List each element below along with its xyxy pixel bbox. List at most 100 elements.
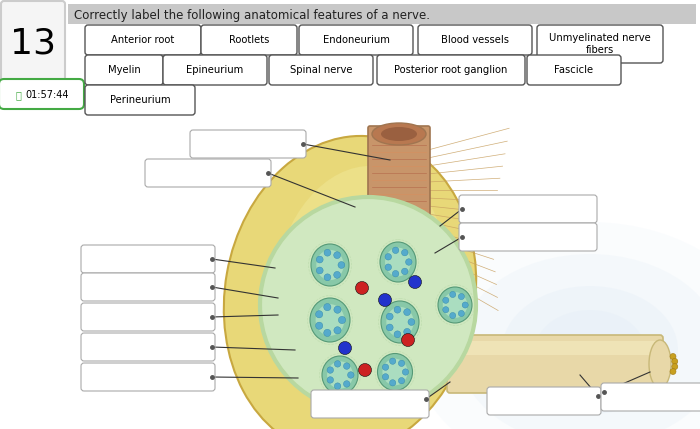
Circle shape [408,319,415,326]
Circle shape [449,291,456,298]
Circle shape [344,363,350,369]
Circle shape [386,313,393,320]
Circle shape [393,247,399,254]
Circle shape [323,329,331,336]
FancyBboxPatch shape [487,387,601,415]
Text: Correctly label the following anatomical features of a nerve.: Correctly label the following anatomical… [74,9,430,21]
Ellipse shape [535,310,645,390]
FancyBboxPatch shape [418,25,532,55]
Text: ⏳: ⏳ [15,90,21,100]
Circle shape [404,329,410,335]
Circle shape [402,333,414,347]
Circle shape [338,262,345,269]
FancyBboxPatch shape [459,195,597,223]
Ellipse shape [377,353,412,390]
Circle shape [316,256,323,263]
Circle shape [394,331,401,338]
Circle shape [393,270,399,277]
Circle shape [458,293,464,299]
FancyBboxPatch shape [447,335,663,393]
Circle shape [398,378,405,384]
Circle shape [398,360,405,366]
Circle shape [323,304,331,311]
Circle shape [327,367,333,373]
Circle shape [335,361,341,367]
Ellipse shape [316,250,344,280]
Circle shape [344,381,350,387]
Circle shape [385,254,391,260]
Circle shape [409,275,421,288]
Ellipse shape [381,301,419,343]
Circle shape [316,322,323,329]
FancyBboxPatch shape [85,85,195,115]
Circle shape [334,327,341,334]
Circle shape [334,306,341,313]
FancyBboxPatch shape [81,363,215,391]
Circle shape [443,307,449,313]
FancyBboxPatch shape [81,303,215,331]
FancyBboxPatch shape [311,390,429,418]
Ellipse shape [274,166,447,404]
FancyBboxPatch shape [85,55,163,85]
FancyBboxPatch shape [537,25,663,63]
Circle shape [386,324,393,331]
Ellipse shape [372,123,426,145]
Ellipse shape [310,298,350,342]
Ellipse shape [385,248,411,276]
Ellipse shape [649,340,671,388]
Circle shape [670,353,676,360]
Circle shape [402,249,408,256]
FancyBboxPatch shape [527,55,621,85]
Circle shape [443,297,449,303]
Circle shape [327,377,333,383]
Circle shape [672,364,678,370]
Circle shape [382,374,389,380]
Text: Endoneurium: Endoneurium [323,35,389,45]
FancyBboxPatch shape [601,383,700,411]
Circle shape [316,267,323,274]
Text: Blood vessels: Blood vessels [441,35,509,45]
Circle shape [449,312,456,319]
Ellipse shape [438,287,472,323]
Circle shape [335,383,341,390]
FancyBboxPatch shape [1,1,65,82]
Ellipse shape [311,244,349,286]
Circle shape [385,264,391,270]
Circle shape [382,364,389,370]
Ellipse shape [458,254,700,429]
Circle shape [404,309,410,316]
Bar [68,4,696,24]
Text: Posterior root ganglion: Posterior root ganglion [394,65,508,75]
Circle shape [458,311,464,317]
Ellipse shape [224,136,476,429]
FancyBboxPatch shape [368,126,430,305]
Circle shape [339,341,351,354]
FancyBboxPatch shape [81,273,215,301]
Circle shape [389,358,396,364]
Text: Myelin: Myelin [108,65,141,75]
Circle shape [348,372,354,378]
Text: Unmyelinated nerve
fibers: Unmyelinated nerve fibers [549,33,651,55]
Text: Epineurium: Epineurium [186,65,244,75]
Text: Rootlets: Rootlets [229,35,270,45]
Ellipse shape [381,127,417,141]
Circle shape [334,252,340,259]
Circle shape [316,311,323,318]
Circle shape [338,317,346,323]
Ellipse shape [322,356,358,394]
Circle shape [334,272,340,278]
Ellipse shape [443,292,467,318]
FancyBboxPatch shape [0,79,84,109]
Text: Fascicle: Fascicle [554,65,594,75]
FancyBboxPatch shape [299,25,413,55]
Circle shape [379,293,391,306]
Circle shape [260,197,476,413]
Text: Perineurium: Perineurium [110,95,170,105]
Ellipse shape [327,361,353,389]
Ellipse shape [316,304,344,336]
Ellipse shape [386,307,414,337]
FancyBboxPatch shape [81,245,215,273]
FancyBboxPatch shape [377,55,525,85]
Circle shape [405,259,412,265]
Ellipse shape [382,359,407,385]
